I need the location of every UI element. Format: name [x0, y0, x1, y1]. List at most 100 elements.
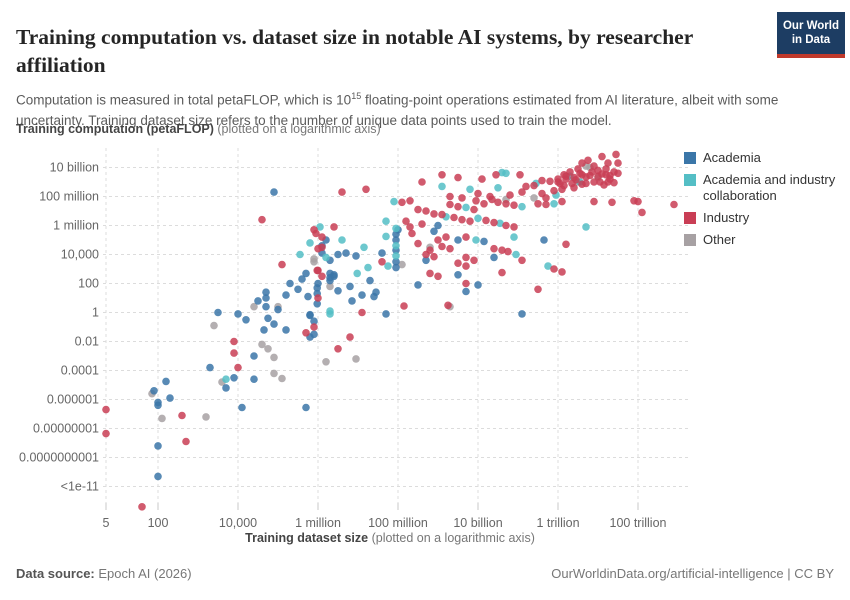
data-point[interactable] [222, 375, 230, 384]
data-point[interactable] [462, 262, 470, 270]
data-point[interactable] [472, 197, 480, 205]
data-point[interactable] [270, 353, 278, 362]
data-point[interactable] [502, 221, 510, 230]
data-point[interactable] [446, 200, 454, 209]
data-point[interactable] [230, 337, 238, 346]
data-point[interactable] [334, 250, 342, 259]
data-point[interactable] [612, 150, 620, 159]
data-point[interactable] [522, 182, 530, 191]
data-point[interactable] [578, 159, 586, 167]
data-point[interactable] [434, 272, 442, 281]
data-point[interactable] [462, 233, 470, 241]
data-point[interactable] [494, 184, 502, 192]
data-point[interactable] [430, 227, 438, 236]
data-point[interactable] [313, 284, 322, 292]
data-point[interactable] [414, 281, 422, 289]
data-point[interactable] [360, 243, 368, 252]
data-point[interactable] [590, 197, 598, 206]
data-point[interactable] [382, 217, 390, 225]
data-point[interactable] [102, 429, 110, 438]
data-point[interactable] [262, 302, 270, 311]
data-point[interactable] [298, 275, 306, 283]
legend-item-academia-and-industry-collaboration[interactable]: Academia and industry collaboration [684, 172, 848, 203]
data-point[interactable] [326, 282, 334, 291]
data-point[interactable] [518, 310, 526, 318]
data-point[interactable] [358, 291, 366, 299]
data-point[interactable] [258, 340, 266, 349]
data-point[interactable] [392, 263, 400, 272]
data-point[interactable] [250, 302, 258, 311]
data-point[interactable] [614, 169, 622, 178]
data-point[interactable] [234, 310, 242, 318]
data-point[interactable] [310, 330, 318, 339]
data-point[interactable] [348, 297, 356, 305]
data-point[interactable] [282, 326, 290, 334]
data-point[interactable] [572, 176, 580, 184]
data-point[interactable] [166, 394, 174, 402]
data-point[interactable] [582, 223, 590, 231]
data-point[interactable] [330, 271, 338, 279]
data-point[interactable] [474, 214, 482, 223]
data-point[interactable] [550, 186, 558, 195]
data-point[interactable] [422, 207, 430, 215]
data-point[interactable] [418, 178, 426, 186]
data-point[interactable] [540, 236, 548, 244]
data-point[interactable] [530, 181, 538, 190]
data-point[interactable] [402, 217, 410, 225]
data-point[interactable] [262, 294, 270, 302]
data-point[interactable] [454, 236, 462, 244]
data-point[interactable] [322, 358, 330, 366]
data-point[interactable] [496, 219, 504, 228]
legend-item-industry[interactable]: Industry [684, 210, 848, 225]
data-point[interactable] [230, 349, 238, 357]
data-point[interactable] [472, 236, 480, 244]
data-point[interactable] [486, 192, 494, 201]
data-point[interactable] [600, 181, 608, 189]
data-point[interactable] [260, 326, 268, 334]
data-point[interactable] [542, 200, 550, 209]
data-point[interactable] [330, 223, 338, 231]
data-point[interactable] [346, 282, 354, 291]
data-point[interactable] [534, 285, 542, 294]
data-point[interactable] [578, 180, 586, 188]
data-point[interactable] [598, 152, 606, 161]
data-point[interactable] [154, 442, 162, 450]
owid-link[interactable]: OurWorldinData.org/artificial-intelligen… [551, 566, 834, 581]
data-point[interactable] [638, 208, 646, 217]
data-point[interactable] [562, 240, 570, 249]
data-point[interactable] [542, 194, 550, 202]
data-point[interactable] [470, 256, 478, 265]
data-point[interactable] [450, 213, 458, 222]
data-point[interactable] [392, 258, 400, 266]
data-point[interactable] [306, 310, 314, 319]
data-point[interactable] [326, 307, 334, 315]
data-point[interactable] [270, 188, 278, 196]
data-point[interactable] [392, 242, 400, 250]
data-point[interactable] [234, 363, 242, 372]
data-point[interactable] [498, 268, 506, 277]
data-point[interactable] [438, 210, 446, 219]
data-point[interactable] [584, 156, 592, 165]
data-point[interactable] [162, 377, 170, 386]
data-point[interactable] [382, 310, 390, 318]
owid-logo[interactable]: Our World in Data [777, 12, 845, 58]
data-point[interactable] [538, 176, 546, 185]
data-point[interactable] [150, 387, 158, 395]
data-point[interactable] [430, 210, 438, 218]
data-point[interactable] [304, 292, 312, 301]
data-point[interactable] [454, 259, 462, 268]
data-point[interactable] [338, 236, 346, 244]
data-point[interactable] [296, 250, 304, 259]
data-point[interactable] [313, 266, 322, 275]
data-point[interactable] [598, 170, 606, 178]
data-point[interactable] [210, 321, 218, 330]
data-point[interactable] [478, 175, 486, 183]
data-point[interactable] [302, 269, 310, 278]
data-point[interactable] [342, 249, 350, 257]
data-point[interactable] [502, 200, 510, 208]
data-point[interactable] [588, 168, 596, 176]
data-point[interactable] [426, 269, 434, 278]
data-point[interactable] [518, 188, 526, 196]
data-point[interactable] [408, 229, 416, 238]
data-point[interactable] [314, 244, 322, 253]
